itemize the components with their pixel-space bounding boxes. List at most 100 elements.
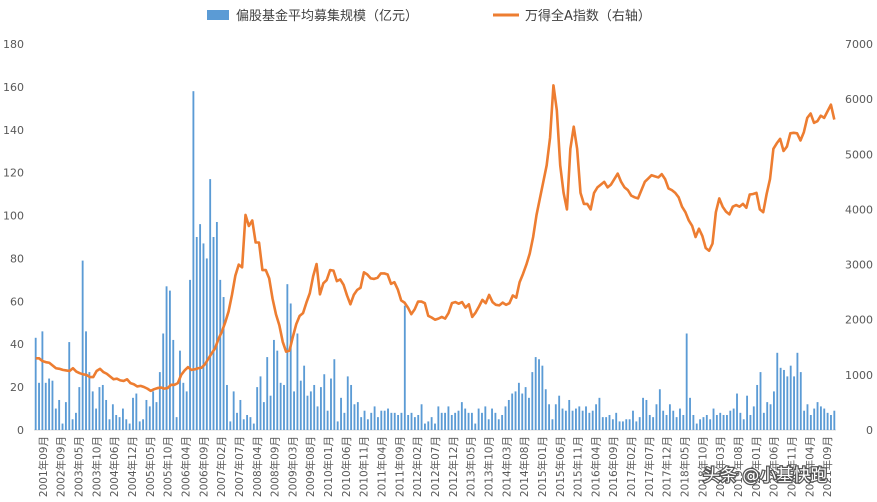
bar-mark <box>108 419 111 430</box>
bar-mark <box>534 357 537 430</box>
legend-bar-label: 偏股基金平均募集规模（亿元） <box>236 8 418 24</box>
x-axis-tick-label: 2018年10月 <box>696 436 709 497</box>
bar-mark <box>75 412 77 430</box>
bar-mark <box>581 410 584 430</box>
bar-mark <box>424 423 426 430</box>
bar-mark <box>762 412 765 430</box>
x-axis-tick-label: 2013年05月 <box>465 436 478 497</box>
x-axis-tick-label: 2013年10月 <box>482 436 495 497</box>
bar-mark <box>189 279 191 430</box>
bar-mark <box>682 414 685 430</box>
x-axis-tick-label: 2009年03月 <box>286 436 299 497</box>
bar-mark <box>350 384 353 430</box>
x-axis-tick-label: 2015年01月 <box>536 436 549 497</box>
bar-mark <box>168 290 171 430</box>
bar-mark <box>702 417 705 430</box>
x-axis-tick-label: 2020年06月 <box>768 436 781 497</box>
bar-mark <box>293 391 295 430</box>
bar-mark <box>618 421 621 430</box>
left-axis-tick-label: 180 <box>3 38 24 51</box>
bar-mark <box>413 417 416 430</box>
bar-mark <box>387 408 389 430</box>
bar-mark <box>380 410 383 430</box>
bar-mark <box>638 417 641 430</box>
bar-mark <box>611 419 614 430</box>
bar-mark <box>608 414 611 430</box>
bar-mark <box>454 412 457 430</box>
x-axis-tick-label: 2005年10月 <box>162 436 175 497</box>
x-axis-tick-label: 2016年04月 <box>589 436 602 497</box>
bar-mark <box>658 389 661 430</box>
bar-mark <box>628 419 631 430</box>
x-axis-tick-label: 2011年04月 <box>376 436 389 497</box>
bar-mark <box>407 414 410 430</box>
bar-mark <box>799 372 802 430</box>
left-axis-tick-label: 40 <box>10 338 24 351</box>
legend-bar-swatch <box>207 10 229 20</box>
bar-mark <box>793 376 795 430</box>
left-axis-tick-label: 160 <box>3 81 24 94</box>
bar-mark <box>326 410 329 430</box>
bar-mark <box>779 367 782 430</box>
bar-mark <box>417 414 420 430</box>
bar-mark <box>645 399 648 430</box>
bar-mark <box>823 408 826 430</box>
bar-mark <box>296 333 299 430</box>
bar-mark <box>98 387 101 430</box>
bar-mark <box>605 417 608 430</box>
bar-mark <box>621 421 624 430</box>
bar-mark <box>44 382 47 430</box>
bar-mark <box>746 395 748 430</box>
bar-mark <box>323 374 326 430</box>
bar-mark <box>286 284 289 430</box>
x-axis-tick-label: 2006年04月 <box>179 436 192 497</box>
bar-mark <box>571 410 574 430</box>
bar-mark <box>148 406 151 430</box>
bar-mark <box>336 421 339 430</box>
bar-mark <box>202 243 205 430</box>
bar-mark <box>212 237 215 430</box>
bar-mark <box>38 382 40 430</box>
bar-mark <box>833 410 836 430</box>
bar-mark <box>145 399 148 430</box>
bar-mark <box>41 331 44 430</box>
bar-mark <box>192 91 195 431</box>
bar-mark <box>373 406 376 430</box>
bar-mark <box>242 419 245 430</box>
bar-mark <box>585 406 587 430</box>
bar-mark <box>440 412 443 430</box>
left-axis-tick-label: 80 <box>10 252 24 265</box>
bar-mark <box>185 391 188 430</box>
bar-mark <box>551 419 554 430</box>
x-axis-tick-label: 2015年06月 <box>554 436 567 497</box>
bar-mark <box>393 412 396 430</box>
x-axis-tick-label: 2019年08月 <box>732 436 745 497</box>
bar-mark <box>504 406 507 430</box>
x-axis-tick-label: 2010年01月 <box>322 436 335 497</box>
bar-mark <box>249 417 252 430</box>
bar-mark <box>601 417 604 430</box>
right-axis-tick-label: 0 <box>866 424 873 437</box>
bar-mark <box>497 419 500 430</box>
bar-mark <box>313 384 316 430</box>
bar-mark <box>766 402 769 430</box>
bar-mark <box>655 404 658 430</box>
bar-mark <box>796 352 799 430</box>
x-axis-tick-label: 2007年02月 <box>215 436 228 497</box>
bar-mark <box>709 419 712 430</box>
bar-mark <box>830 414 832 430</box>
bar-mark <box>215 221 218 430</box>
bar-mark <box>642 397 644 430</box>
bar-mark <box>514 391 517 430</box>
bar-mark <box>729 410 732 430</box>
x-axis-tick-label: 2001年09月 <box>37 436 50 497</box>
bar-mark <box>61 423 64 430</box>
x-axis-tick-label: 2021年09月 <box>821 436 834 497</box>
bar-mark <box>813 408 816 430</box>
x-axis-tick-label: 2012年12月 <box>447 436 460 497</box>
bar-mark <box>363 410 366 430</box>
watermark-text: 头条 @小基快跑 <box>703 466 827 486</box>
bar-mark <box>477 408 480 430</box>
left-axis-tick-label: 0 <box>17 424 24 437</box>
bar-mark <box>125 419 128 430</box>
